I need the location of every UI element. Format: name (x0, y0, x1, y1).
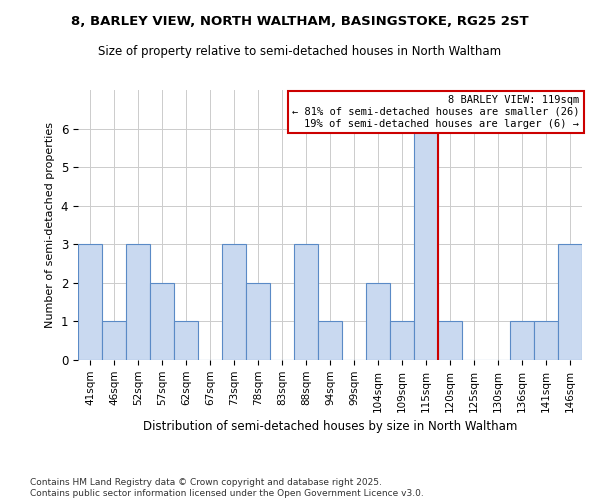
Bar (78, 244, 102, 360)
Bar (390, 322, 414, 360)
Bar (438, 322, 462, 360)
Bar (150, 283, 174, 360)
Bar (102, 322, 126, 360)
X-axis label: Distribution of semi-detached houses by size in North Waltham: Distribution of semi-detached houses by … (143, 420, 517, 433)
Bar (294, 244, 318, 360)
Text: 8, BARLEY VIEW, NORTH WALTHAM, BASINGSTOKE, RG25 2ST: 8, BARLEY VIEW, NORTH WALTHAM, BASINGSTO… (71, 15, 529, 28)
Bar (318, 322, 342, 360)
Bar (126, 244, 150, 360)
Y-axis label: Number of semi-detached properties: Number of semi-detached properties (45, 122, 55, 328)
Bar (534, 322, 558, 360)
Bar (246, 283, 270, 360)
Bar (174, 322, 198, 360)
Bar (366, 283, 390, 360)
Text: 8 BARLEY VIEW: 119sqm
← 81% of semi-detached houses are smaller (26)
19% of semi: 8 BARLEY VIEW: 119sqm ← 81% of semi-deta… (292, 96, 580, 128)
Text: Size of property relative to semi-detached houses in North Waltham: Size of property relative to semi-detach… (98, 45, 502, 58)
Bar (510, 322, 534, 360)
Text: Contains HM Land Registry data © Crown copyright and database right 2025.
Contai: Contains HM Land Registry data © Crown c… (30, 478, 424, 498)
Bar (414, 128, 438, 360)
Bar (558, 244, 582, 360)
Bar (222, 244, 246, 360)
